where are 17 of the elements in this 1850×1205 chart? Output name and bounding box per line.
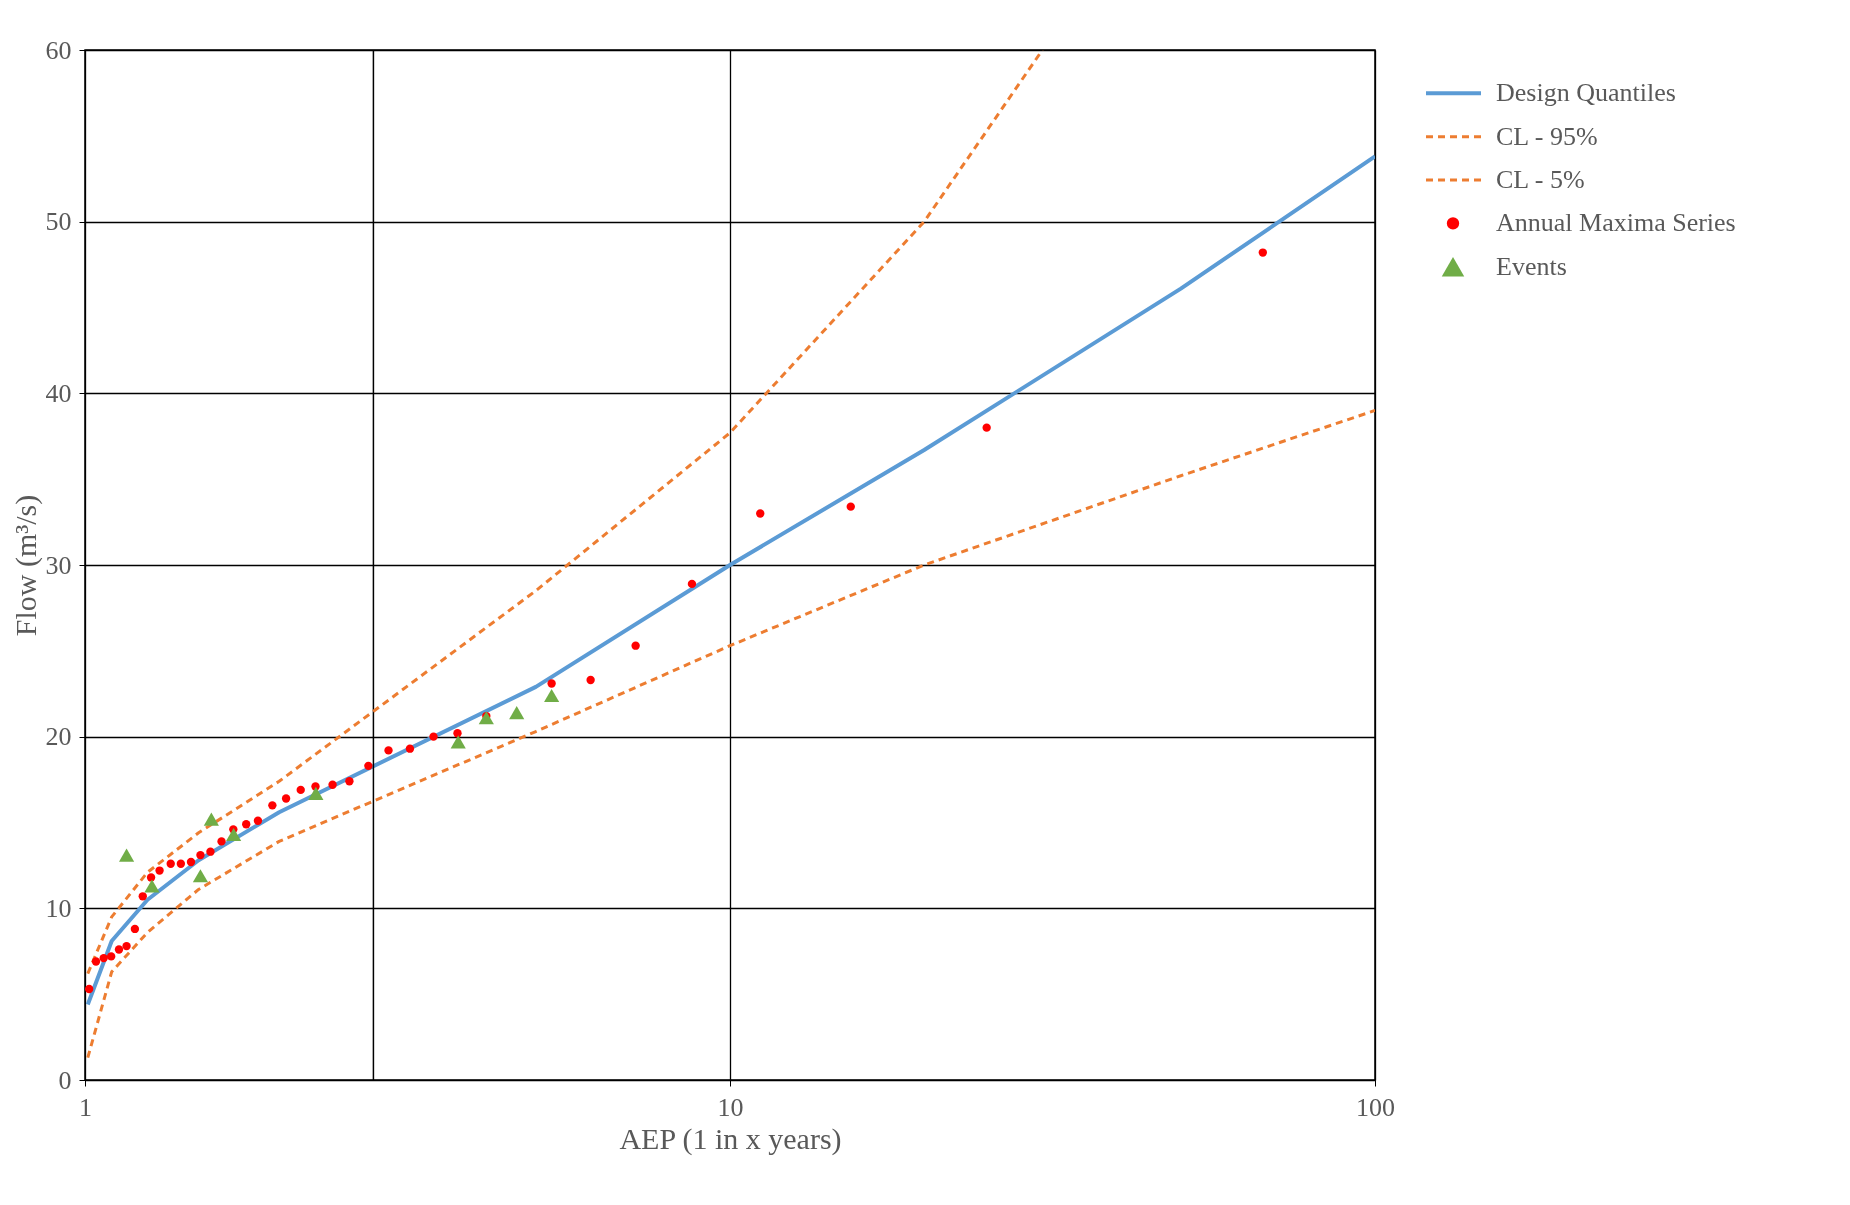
legend-label: CL - 5% [1496, 165, 1585, 194]
x-tick-label: 1 [79, 1092, 92, 1122]
y-axis-title: Flow (m³/s) [8, 494, 43, 637]
y-tick-label: 30 [45, 550, 72, 580]
legend-label: CL - 95% [1496, 121, 1598, 151]
y-tick-label: 50 [45, 207, 72, 237]
x-axis-title: AEP (1 in x years) [619, 1121, 842, 1156]
x-tick-label: 10 [717, 1092, 744, 1122]
y-tick-label: 60 [45, 35, 72, 65]
legend-label: Events [1496, 251, 1567, 281]
y-tick-label: 0 [58, 1065, 72, 1095]
legend-label: Annual Maxima Series [1496, 208, 1736, 238]
x-tick-label: 100 [1356, 1092, 1395, 1122]
y-tick-label: 20 [45, 722, 72, 752]
legend-label: Design Quantiles [1496, 78, 1676, 108]
y-tick-label: 40 [45, 378, 72, 408]
y-tick-label: 10 [45, 893, 72, 923]
